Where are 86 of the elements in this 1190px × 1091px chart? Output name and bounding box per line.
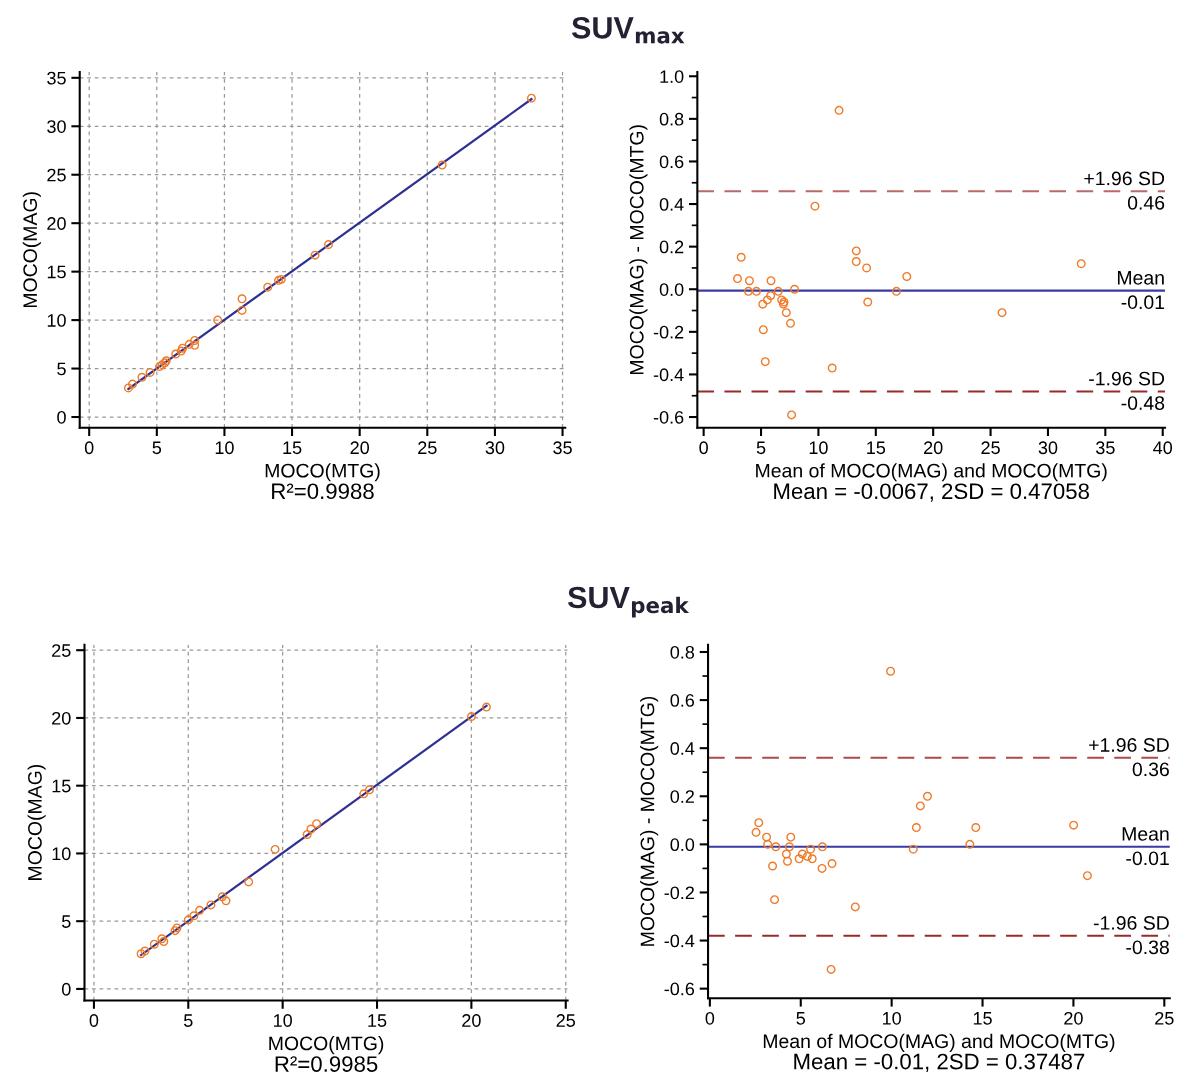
x-tick-label: 35 (1095, 441, 1115, 455)
x-tick-label: 20 (924, 441, 943, 455)
y-tick-label: -0.4 (653, 368, 684, 382)
y-tick-label: 0.2 (670, 790, 694, 803)
y-tick-label: 5 (57, 362, 66, 376)
ref-line-label: +1.96 SD (1084, 171, 1165, 186)
x-tick-label: 25 (1155, 1011, 1174, 1025)
y-tick-label: 0.8 (659, 112, 684, 126)
x-tick-label: 15 (973, 1012, 992, 1025)
x-tick-label: 10 (809, 441, 828, 455)
y-tick-label: -0.2 (664, 886, 694, 900)
y-tick-label: -0.4 (664, 934, 695, 948)
text: R²=0.9988 (272, 483, 374, 500)
x-tick-label: 10 (273, 1014, 292, 1027)
text: R²=0.9985 (275, 1056, 378, 1072)
annotation: 0.46 (1127, 195, 1165, 210)
x-tick-label: 15 (368, 1014, 387, 1027)
text: Mean = -0.01, 2SD = 0.37487 (794, 1053, 1085, 1072)
y-tick-label: 0.4 (670, 742, 695, 755)
x-tick-label: 20 (350, 441, 370, 455)
y-tick-label: 35 (47, 71, 66, 85)
y-tick-label: 30 (47, 120, 66, 133)
x-tick-label: 20 (1064, 1011, 1083, 1025)
y-tick-label: 0 (61, 982, 71, 996)
x-axis-title: MOCO(MTG) (269, 1036, 384, 1055)
y-tick-label: 0.6 (659, 155, 684, 169)
x-tick-label: 5 (756, 441, 766, 455)
x-tick-label: 0 (699, 441, 708, 455)
x-tick-label: 10 (215, 441, 234, 455)
x-tick-label: 30 (1038, 441, 1058, 455)
ref-line-label: -1.96 SD (1093, 916, 1169, 930)
x-tick-label: 0 (89, 1014, 99, 1027)
y-tick-label: 10 (47, 314, 66, 327)
x-axis-title: Mean of MOCO(MAG) and MOCO(MTG) (756, 463, 1107, 482)
x-tick-label: 5 (796, 1012, 806, 1025)
y-tick-label: 10 (52, 847, 71, 861)
x-tick-label: 30 (485, 441, 505, 455)
ref-line-label: Mean (1122, 827, 1169, 841)
x-axis-title: MOCO(MTG) (265, 463, 380, 482)
y-tick-label: 20 (47, 217, 66, 230)
x-tick-label: 25 (981, 441, 1000, 455)
y-axis-title: MOCO(MAG) (27, 764, 46, 880)
y-tick-label: -0.2 (653, 325, 684, 339)
x-tick-label: 25 (556, 1014, 576, 1027)
y-axis-title: MOCO(MAG) - MOCO(MTG) (629, 125, 648, 375)
x-tick-label: 35 (553, 441, 572, 455)
y-tick-label: 5 (61, 915, 71, 928)
y-tick-label: 0.2 (659, 240, 684, 254)
text: Mean = -0.0067, 2SD = 0.47058 (774, 483, 1089, 502)
y-tick-label: 1.0 (660, 70, 684, 83)
annotation: -0.38 (1126, 940, 1169, 955)
ref-line-label: -1.96 SD (1089, 371, 1165, 386)
x-tick-label: 0 (705, 1011, 715, 1025)
annotation: -0.01 (1121, 295, 1165, 310)
x-tick-label: 15 (867, 441, 886, 455)
x-axis-title: Mean of MOCO(MAG) and MOCO(MTG) (763, 1033, 1115, 1052)
annotation: -0.01 (1126, 851, 1169, 866)
annotation: -0.48 (1121, 396, 1165, 410)
y-tick-label: -0.6 (653, 410, 684, 424)
x-tick-label: 20 (462, 1014, 481, 1027)
y-tick-label: 0 (57, 410, 66, 424)
x-tick-label: 15 (283, 441, 302, 455)
ref-line-label: Mean (1117, 271, 1164, 285)
y-tick-label: 25 (47, 168, 66, 182)
y-tick-label: 0.0 (670, 838, 695, 852)
y-tick-label: 25 (52, 644, 71, 657)
y-tick-label: 20 (52, 711, 71, 725)
text: SUV$_{max}$ (571, 17, 685, 44)
y-tick-label: 0.6 (670, 694, 695, 707)
x-tick-label: 25 (418, 441, 437, 455)
annotation: 0.36 (1132, 762, 1169, 777)
y-axis-title: MOCO(MAG) - MOCO(MTG) (640, 696, 659, 946)
x-tick-label: 5 (183, 1014, 193, 1027)
x-tick-label: 5 (152, 441, 162, 455)
y-tick-label: 0.4 (659, 197, 684, 211)
y-tick-label: 0.0 (659, 283, 684, 296)
y-tick-label: 15 (47, 265, 66, 279)
x-tick-label: 10 (882, 1011, 901, 1025)
y-tick-label: 0.8 (670, 645, 695, 659)
y-tick-label: 15 (52, 779, 71, 793)
y-tick-label: -0.6 (664, 982, 695, 996)
x-tick-label: 40 (1153, 441, 1173, 455)
y-axis-title: MOCO(MAG) (22, 192, 41, 308)
chart-title: SUV$_{peak}$ (567, 586, 690, 618)
x-tick-label: 0 (84, 441, 94, 455)
ref-line-label: +1.96 SD (1089, 738, 1169, 752)
